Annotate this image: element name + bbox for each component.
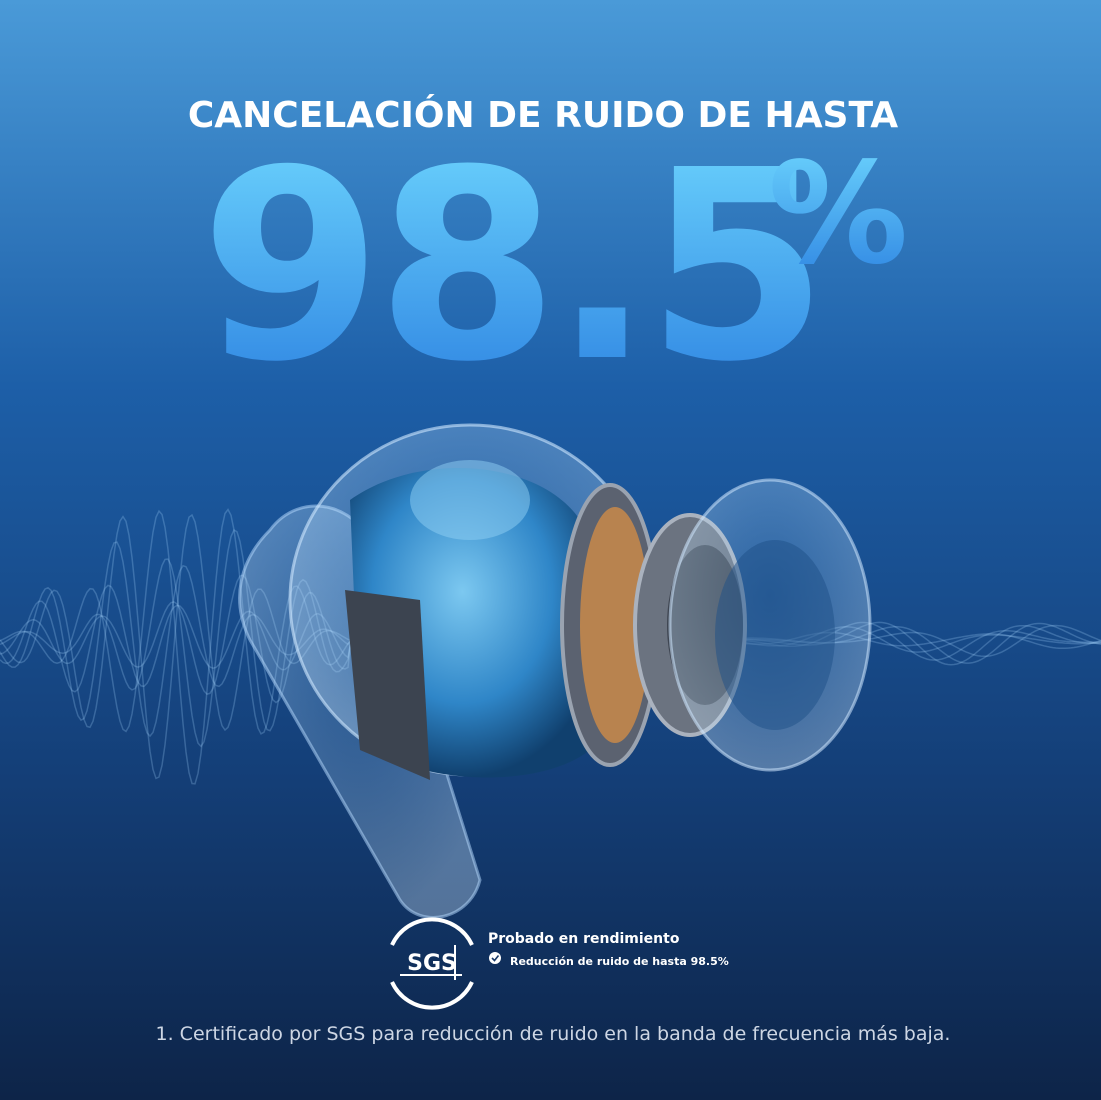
headline: CANCELACIÓN DE RUIDO DE HASTA — [188, 94, 898, 136]
sgs-logo: SGS — [390, 917, 501, 1010]
big-unit: % — [768, 133, 908, 296]
big-value: 98.5 — [200, 114, 822, 419]
badge-check: Reducción de ruido de hasta 98.5% — [510, 955, 729, 968]
logo-text: SGS — [407, 951, 457, 976]
badge-title: Probado en rendimiento — [488, 931, 680, 947]
earbud — [238, 423, 872, 919]
footnote: 1. Certificado por SGS para reducción de… — [156, 1023, 951, 1045]
